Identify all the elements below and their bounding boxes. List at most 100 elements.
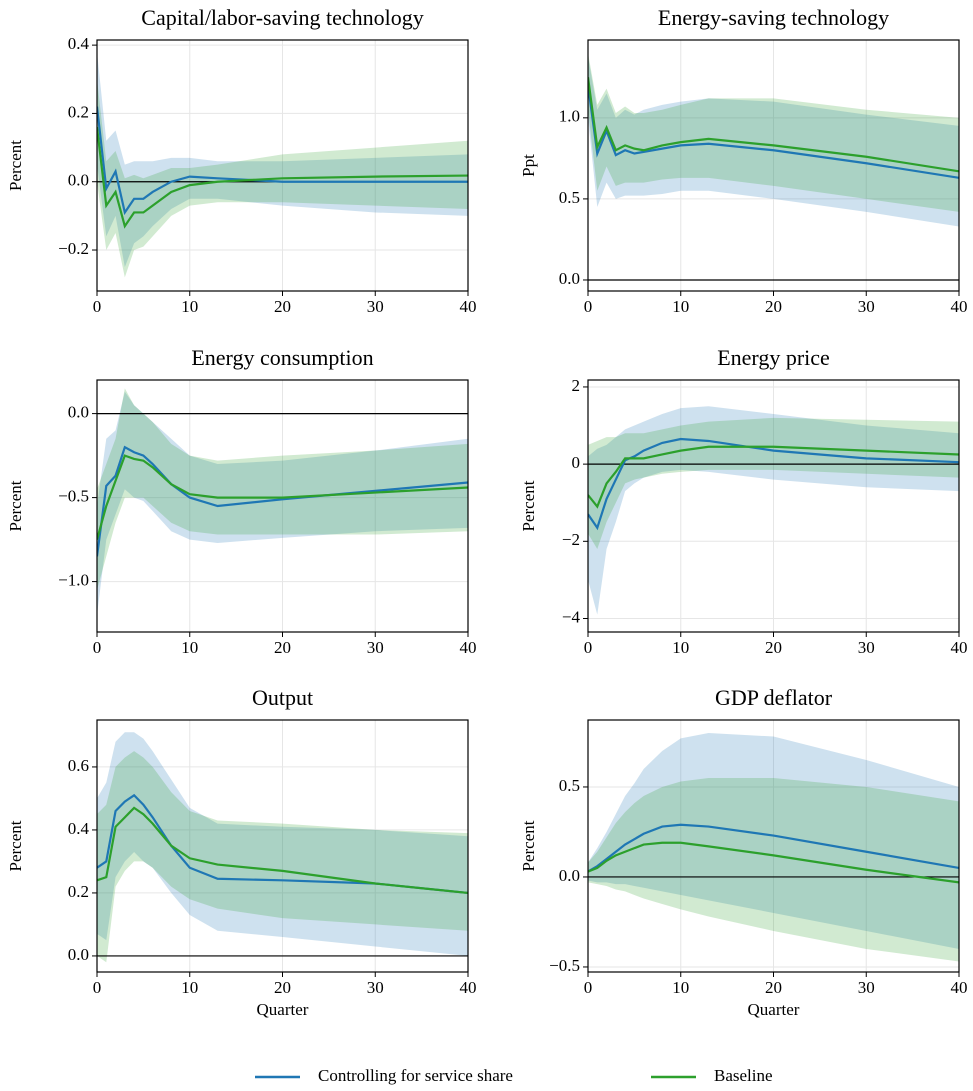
- y-tick-label: 0.2: [68, 882, 89, 901]
- x-tick-label: 10: [672, 978, 689, 997]
- y-tick-label: −2: [562, 530, 580, 549]
- confidence-band: [588, 56, 959, 227]
- line: [588, 823, 959, 873]
- x-tick-label: 40: [951, 638, 968, 657]
- y-tick-label: 0.5: [559, 188, 580, 207]
- x-tick-label: 10: [672, 638, 689, 657]
- y-axis-label: Ppt: [519, 154, 538, 177]
- y-axis-label: Percent: [519, 820, 538, 871]
- y-axis-label: Percent: [519, 480, 538, 531]
- plot-area: [97, 732, 468, 963]
- y-axis-label: Percent: [6, 820, 25, 871]
- y-tick-label: 0.0: [559, 269, 580, 288]
- line: [97, 106, 468, 216]
- y-tick-label: 0.5: [559, 776, 580, 795]
- x-axis-label: Quarter: [257, 1000, 309, 1019]
- line: [588, 841, 959, 884]
- plot-area: [97, 51, 468, 278]
- line: [97, 793, 468, 895]
- x-tick-label: 20: [274, 638, 291, 657]
- x-tick-label: 30: [858, 297, 875, 316]
- axes-frame: [96, 379, 469, 633]
- x-tick-label: 30: [367, 978, 384, 997]
- x-tick-label: 0: [93, 297, 102, 316]
- line: [97, 454, 468, 540]
- confidence-band: [588, 52, 959, 212]
- y-tick-label: 0.2: [68, 102, 89, 121]
- chart-title: Energy consumption: [191, 345, 373, 370]
- line: [588, 77, 959, 173]
- line: [588, 437, 959, 531]
- y-axis-label: Percent: [6, 140, 25, 191]
- x-tick-label: 40: [460, 638, 477, 657]
- chart-title: Output: [252, 685, 313, 710]
- chart-title: GDP deflator: [715, 685, 833, 710]
- line: [97, 806, 468, 895]
- panel: 0 10 20 30 40 −1.0 −0.5 0.0 Energy consumption Pe…: [6, 345, 477, 657]
- axes-frame: [587, 379, 960, 633]
- x-tick-label: 30: [367, 297, 384, 316]
- y-tick-label: 0.0: [68, 171, 89, 190]
- x-tick-label: 20: [274, 297, 291, 316]
- confidence-band: [97, 391, 468, 616]
- x-tick-label: 40: [460, 978, 477, 997]
- y-tick-label: 0.6: [68, 756, 89, 775]
- x-tick-label: 0: [584, 978, 593, 997]
- x-tick-label: 30: [367, 638, 384, 657]
- y-tick-label: 0: [572, 453, 581, 472]
- axes-frame: [587, 719, 960, 973]
- x-tick-label: 20: [765, 978, 782, 997]
- y-tick-label: 0.0: [68, 945, 89, 964]
- y-tick-label: 0.4: [68, 34, 90, 53]
- line: [97, 126, 468, 229]
- legend: Controlling for service share Baseline: [255, 1066, 773, 1085]
- x-tick-label: 20: [274, 978, 291, 997]
- x-tick-label: 0: [584, 297, 593, 316]
- confidence-band: [588, 732, 959, 949]
- panel: 0 10 20 30 40 0.0 0.2 0.4 0.6 Output Percent Quarte…: [6, 685, 477, 1019]
- x-tick-label: 30: [858, 638, 875, 657]
- legend-label: Controlling for service share: [318, 1066, 513, 1085]
- axes-frame: [587, 39, 960, 292]
- x-axis-label: Quarter: [748, 1000, 800, 1019]
- confidence-band: [97, 732, 468, 956]
- y-axis-label: Percent: [6, 480, 25, 531]
- line: [97, 445, 468, 557]
- line: [588, 85, 959, 179]
- panel: 0 10 20 30 40 −4 −2 0 2 Energy price Percent: [519, 345, 968, 657]
- x-tick-label: 0: [93, 638, 102, 657]
- y-tick-label: −0.2: [58, 239, 89, 258]
- panel: 0 10 20 30 40 −0.5 0.0 0.5 GDP deflator Percent Qu…: [519, 685, 968, 1019]
- chart-title: Energy price: [717, 345, 830, 370]
- confidence-band: [97, 751, 468, 963]
- x-tick-label: 30: [858, 978, 875, 997]
- axes-frame: [96, 39, 469, 292]
- y-tick-label: −1.0: [58, 571, 89, 590]
- y-tick-label: 0.0: [68, 403, 89, 422]
- x-tick-label: 10: [181, 978, 198, 997]
- chart-title: Energy-saving technology: [658, 5, 889, 30]
- x-tick-label: 10: [181, 297, 198, 316]
- plot-area: [588, 406, 959, 615]
- x-tick-label: 0: [93, 978, 102, 997]
- confidence-band: [97, 51, 468, 268]
- plot-area: [588, 52, 959, 281]
- y-tick-label: −4: [562, 607, 581, 626]
- y-tick-label: 1.0: [559, 107, 580, 126]
- x-tick-label: 40: [951, 978, 968, 997]
- panel: 0 10 20 30 40 0.0 0.5 1.0 Energy-saving technolo…: [519, 5, 968, 316]
- x-tick-label: 40: [951, 297, 968, 316]
- x-tick-label: 20: [765, 297, 782, 316]
- plot-area: [97, 388, 468, 616]
- confidence-band: [97, 388, 468, 590]
- panel: 0 10 20 30 40 −0.2 0.0 0.2 0.4 Capital/labor-savi…: [6, 5, 477, 316]
- axes-frame: [96, 719, 469, 973]
- y-tick-label: 0.4: [68, 819, 90, 838]
- x-tick-label: 0: [584, 638, 593, 657]
- line: [588, 445, 959, 509]
- x-tick-label: 10: [181, 638, 198, 657]
- y-tick-label: −0.5: [549, 956, 580, 975]
- chart-title: Capital/labor-saving technology: [141, 5, 423, 30]
- y-tick-label: 0.0: [559, 866, 580, 885]
- y-tick-label: −0.5: [58, 487, 89, 506]
